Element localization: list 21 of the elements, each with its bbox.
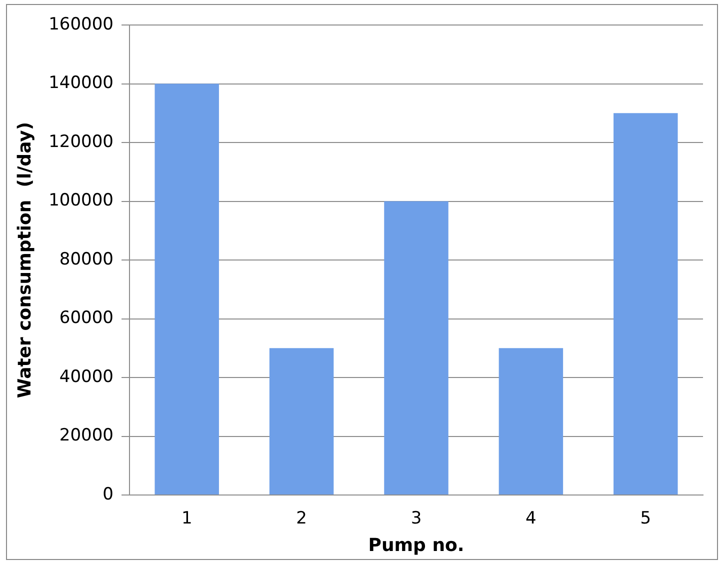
y-tick-label: 140000 xyxy=(48,73,114,94)
y-tick-label: 100000 xyxy=(48,190,114,211)
x-tick-label: 4 xyxy=(526,508,536,529)
x-axis-title: Pump no. xyxy=(368,534,464,556)
y-tick-label: 80000 xyxy=(59,249,114,270)
bar xyxy=(498,348,564,494)
y-tick-label: 0 xyxy=(102,484,114,504)
bar xyxy=(384,201,448,494)
y-tick-label: 20000 xyxy=(59,426,114,446)
y-tick-label: 120000 xyxy=(48,132,114,152)
x-tick-label: 1 xyxy=(181,508,192,529)
bar xyxy=(614,113,678,494)
y-tick-label: 40000 xyxy=(59,366,114,387)
bar xyxy=(154,84,219,494)
x-tick-label: 3 xyxy=(410,508,422,529)
y-tick-label: 160000 xyxy=(48,14,114,34)
y-tick-label: 60000 xyxy=(59,308,114,328)
bar xyxy=(269,348,334,494)
x-tick-label: 5 xyxy=(640,508,652,529)
x-tick-label: 2 xyxy=(296,508,307,529)
y-axis-title: Water consumption (l/day) xyxy=(14,122,36,398)
